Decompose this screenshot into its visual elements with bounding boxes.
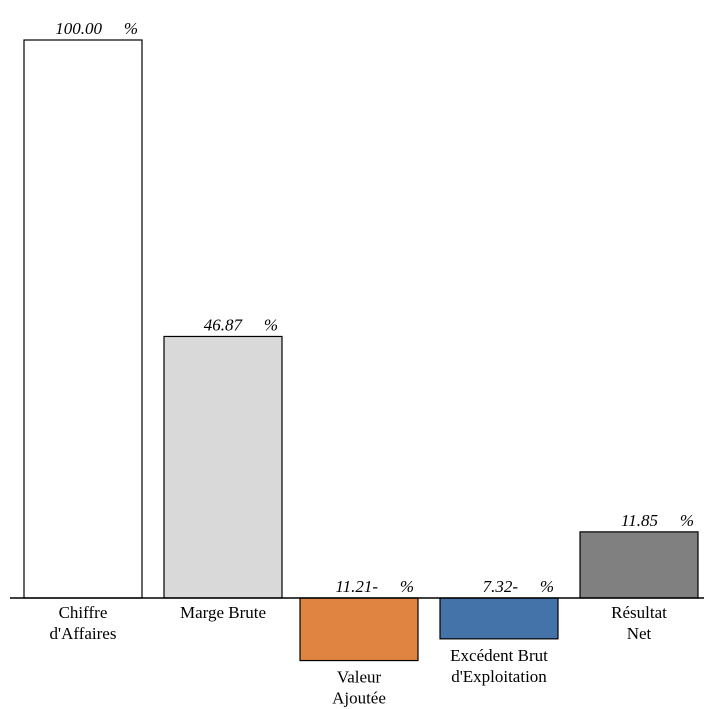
bar-marge-brute xyxy=(163,335,283,599)
percent-sign-excedent-brut-d-exploitation: % xyxy=(540,577,554,596)
value-label-excedent-brut-d-exploitation: 7.32- xyxy=(483,577,519,596)
category-label-marge-brute: Marge Brute xyxy=(180,603,266,622)
category-label-excedent-brut-d-exploitation: Excédent Brut d'Exploitation xyxy=(450,646,548,686)
bar-valeur-ajoutee xyxy=(299,597,419,662)
category-labels-group: Chiffre d'Affaires Marge Brute Valeur Ajouté… xyxy=(50,603,668,708)
value-label-chiffre-d-affaires: 100.00 xyxy=(55,19,102,38)
percent-sign-chiffre-d-affaires: % xyxy=(124,19,138,38)
percent-sign-valeur-ajoutee: % xyxy=(400,577,414,596)
category-label-valeur-ajoutee: Valeur Ajoutée xyxy=(332,668,386,708)
value-label-resultat-net: 11.85 xyxy=(621,511,658,530)
category-label-resultat-net: Résultat Net xyxy=(611,603,667,643)
value-labels-group: 100.00 % 46.87 % 11.21-% 7.32- % 11.85% xyxy=(55,19,694,596)
value-label-valeur-ajoutee: 11.21- xyxy=(335,577,378,596)
percent-sign-marge-brute: % xyxy=(264,315,278,334)
bar-resultat-net xyxy=(579,531,699,599)
bars-group xyxy=(23,39,699,662)
percent-sign-resultat-net: % xyxy=(680,511,694,530)
value-label-marge-brute: 46.87 xyxy=(204,315,244,334)
bar-excedent-brut-d-exploitation xyxy=(439,597,559,640)
bar-chiffre-d-affaires xyxy=(23,39,143,599)
category-label-chiffre-d-affaires: Chiffre d'Affaires xyxy=(50,603,117,643)
